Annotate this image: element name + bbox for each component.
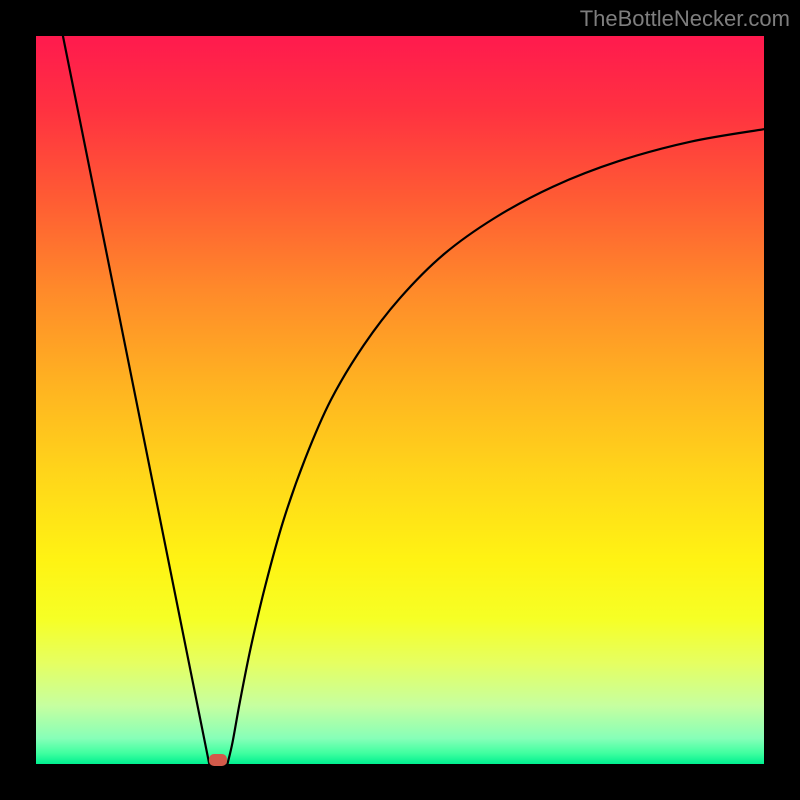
chart-frame: TheBottleNecker.com bbox=[0, 0, 800, 800]
optimum-marker bbox=[209, 754, 227, 766]
curve-overlay bbox=[0, 0, 800, 800]
watermark-label: TheBottleNecker.com bbox=[580, 6, 790, 32]
